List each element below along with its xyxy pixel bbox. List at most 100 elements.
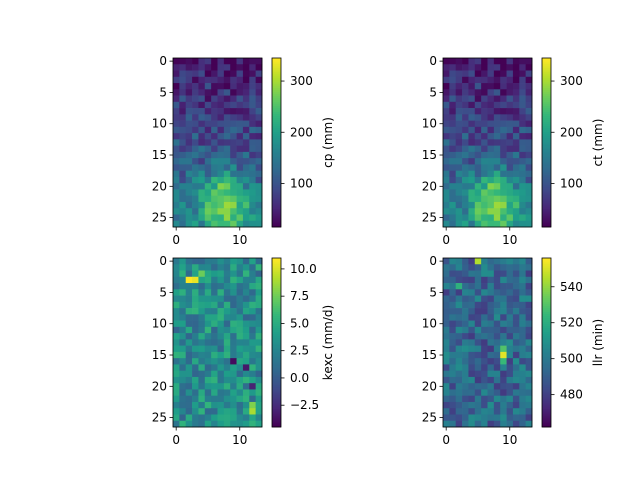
heatmap-cell bbox=[204, 70, 212, 78]
heatmap-cell bbox=[211, 158, 218, 165]
heatmap-cell bbox=[493, 283, 501, 290]
heatmap-cell bbox=[204, 264, 212, 271]
heatmap-cell bbox=[519, 283, 526, 290]
heatmap-cell bbox=[481, 220, 488, 228]
heatmap-cell bbox=[455, 164, 463, 172]
heatmap-cell bbox=[192, 195, 199, 203]
heatmap-cell bbox=[217, 401, 225, 409]
colorbar-swatch bbox=[542, 215, 551, 218]
heatmap-cell bbox=[249, 126, 256, 134]
heatmap-cell bbox=[223, 151, 231, 159]
heatmap-cell bbox=[204, 314, 212, 321]
heatmap-cell bbox=[179, 326, 187, 334]
heatmap-cell bbox=[192, 314, 199, 321]
heatmap-cell bbox=[179, 351, 187, 359]
heatmap-cell bbox=[204, 270, 212, 278]
heatmap-cell bbox=[474, 270, 482, 278]
heatmap-cell bbox=[474, 308, 482, 315]
heatmap-cell bbox=[487, 126, 495, 134]
heatmap-cell bbox=[474, 408, 482, 415]
heatmap-cell bbox=[455, 401, 463, 409]
heatmap-cell bbox=[449, 76, 457, 84]
heatmap-cell bbox=[217, 95, 225, 103]
heatmap-cell bbox=[173, 395, 180, 403]
colorbar-swatch bbox=[272, 327, 281, 330]
heatmap-cell bbox=[519, 395, 526, 403]
heatmap-cell bbox=[455, 408, 463, 415]
heatmap-cell bbox=[249, 89, 256, 96]
heatmap-cell bbox=[230, 401, 237, 409]
heatmap-cell bbox=[455, 270, 463, 278]
colorbar-tick-label: 300 bbox=[290, 74, 313, 88]
heatmap-cell bbox=[192, 101, 199, 109]
heatmap-cell bbox=[192, 376, 199, 384]
heatmap-cell bbox=[500, 114, 507, 121]
heatmap-cell bbox=[455, 64, 463, 71]
heatmap-cell bbox=[500, 326, 507, 334]
heatmap-cell bbox=[462, 333, 469, 340]
heatmap-cells bbox=[173, 58, 263, 228]
heatmap-cell bbox=[512, 145, 520, 153]
heatmap-cell bbox=[481, 326, 488, 334]
heatmap-cell bbox=[455, 208, 463, 215]
heatmap-cell bbox=[217, 370, 225, 378]
colorbar-swatch bbox=[272, 69, 281, 73]
heatmap-cell bbox=[519, 258, 526, 265]
heatmap-cell bbox=[204, 333, 212, 340]
colorbar-swatch bbox=[272, 421, 281, 424]
heatmap-cell bbox=[192, 158, 199, 165]
heatmap-cell bbox=[443, 314, 450, 321]
heatmap-cell bbox=[217, 114, 225, 121]
x-tick-label: 0 bbox=[172, 233, 180, 247]
colorbar-swatch bbox=[272, 119, 281, 123]
colorbar-swatch bbox=[542, 147, 551, 150]
heatmap-cell bbox=[185, 276, 193, 284]
heatmap-cell bbox=[500, 158, 507, 165]
colorbar-swatch bbox=[542, 275, 551, 279]
heatmap-cell bbox=[211, 108, 218, 115]
heatmap-cell bbox=[474, 358, 482, 365]
heatmap-cell bbox=[173, 58, 180, 65]
colorbar-swatch bbox=[272, 61, 281, 65]
heatmap-cell bbox=[443, 376, 450, 384]
heatmap-cell bbox=[179, 108, 187, 115]
heatmap-cell bbox=[449, 189, 457, 197]
heatmap-cell bbox=[506, 189, 514, 197]
heatmap-cell bbox=[487, 289, 495, 296]
heatmap-cell bbox=[179, 76, 187, 84]
heatmap-cell bbox=[185, 333, 193, 340]
heatmap-cell bbox=[198, 308, 206, 315]
heatmap-cell bbox=[173, 389, 180, 397]
colorbar-swatch bbox=[272, 419, 281, 422]
heatmap-cell bbox=[506, 145, 514, 153]
heatmap-cell bbox=[255, 320, 263, 328]
heatmap-cell bbox=[249, 420, 256, 428]
heatmap-cell bbox=[198, 358, 206, 365]
heatmap-cell bbox=[255, 383, 263, 390]
heatmap-cell bbox=[223, 395, 231, 403]
heatmap-cell bbox=[179, 126, 187, 134]
heatmap-cell bbox=[236, 389, 244, 397]
heatmap-cell bbox=[242, 89, 250, 96]
heatmap-cell bbox=[519, 170, 526, 178]
colorbar-swatch bbox=[542, 61, 551, 65]
colorbar-swatch bbox=[542, 137, 551, 140]
colorbar-swatch bbox=[542, 271, 551, 275]
colorbar-swatch bbox=[272, 147, 281, 150]
heatmap-cell bbox=[443, 333, 450, 340]
heatmap-cell bbox=[506, 201, 514, 209]
heatmap-cell bbox=[249, 176, 256, 184]
heatmap-cell bbox=[204, 395, 212, 403]
heatmap-cell bbox=[506, 333, 514, 340]
heatmap-cell bbox=[230, 408, 237, 415]
heatmap-cell bbox=[493, 176, 501, 184]
heatmap-cell bbox=[512, 176, 520, 184]
heatmap-cell bbox=[242, 358, 250, 365]
heatmap-cell bbox=[255, 389, 263, 397]
heatmap-cell bbox=[474, 151, 482, 159]
heatmap-cell bbox=[211, 208, 218, 215]
heatmap-cell bbox=[506, 170, 514, 178]
heatmap-cell bbox=[443, 420, 450, 428]
heatmap-cell bbox=[487, 89, 495, 96]
